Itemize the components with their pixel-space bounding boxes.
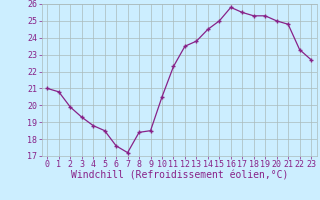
X-axis label: Windchill (Refroidissement éolien,°C): Windchill (Refroidissement éolien,°C): [70, 171, 288, 181]
